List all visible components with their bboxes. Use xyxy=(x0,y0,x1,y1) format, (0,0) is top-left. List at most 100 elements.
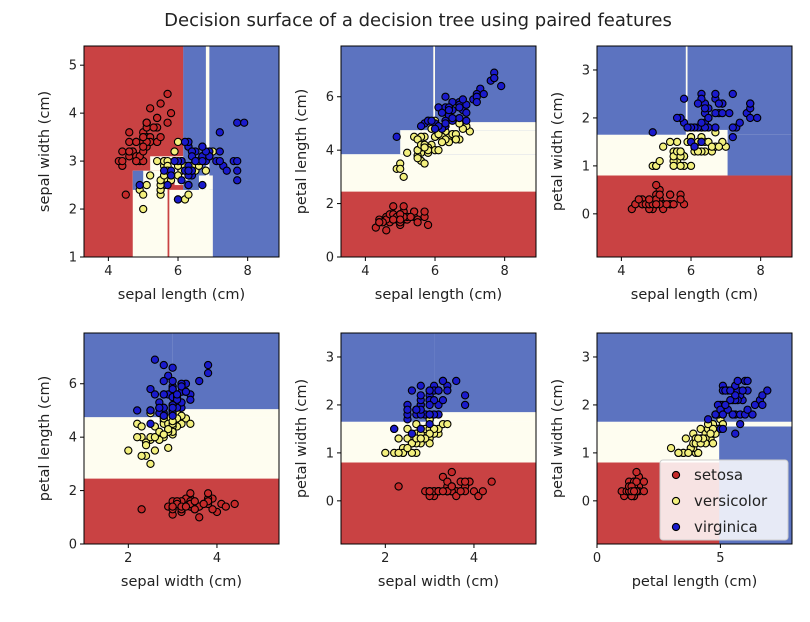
point-virginica xyxy=(146,384,155,394)
point-virginica xyxy=(462,116,471,125)
plot-area xyxy=(341,46,536,257)
point-virginica xyxy=(441,119,450,128)
point-virginica xyxy=(711,123,720,132)
point-versicolor xyxy=(381,448,390,458)
point-setosa xyxy=(137,505,146,514)
point-virginica xyxy=(714,99,724,108)
point-virginica xyxy=(146,406,155,415)
point-versicolor xyxy=(665,137,675,147)
point-virginica xyxy=(233,166,242,175)
point-setosa xyxy=(662,200,671,209)
point-versicolor xyxy=(152,156,162,166)
region-virginica xyxy=(727,134,792,176)
axes-frame xyxy=(340,45,537,258)
y-tick-label: 1 xyxy=(326,446,334,461)
point-virginica xyxy=(166,171,176,180)
point-virginica xyxy=(746,99,755,108)
x-tick-label: 2 xyxy=(124,551,132,566)
point-virginica xyxy=(146,419,155,428)
point-virginica xyxy=(159,166,169,175)
point-virginica xyxy=(198,156,207,166)
y-tick-label: 2 xyxy=(582,398,590,413)
point-setosa xyxy=(447,482,456,491)
point-virginica xyxy=(425,386,434,395)
region-versicolor xyxy=(341,154,536,192)
point-setosa xyxy=(195,513,204,522)
point-setosa xyxy=(655,190,664,199)
point-virginica xyxy=(184,166,193,175)
point-virginica xyxy=(750,400,760,410)
point-versicolor xyxy=(399,172,408,182)
point-versicolor xyxy=(396,164,405,174)
point-setosa xyxy=(634,195,643,204)
point-versicolor xyxy=(184,190,193,199)
axes-frame xyxy=(596,45,793,258)
region-versicolor xyxy=(433,46,436,123)
point-versicolor xyxy=(694,434,703,443)
point-versicolor xyxy=(706,429,715,438)
point-versicolor xyxy=(416,434,425,443)
point-versicolor xyxy=(141,441,151,450)
point-virginica xyxy=(425,410,434,419)
point-setosa xyxy=(190,497,199,506)
x-tick-label: 6 xyxy=(687,264,695,279)
point-virginica xyxy=(215,147,224,156)
point-virginica xyxy=(455,103,464,112)
point-virginica xyxy=(697,118,706,127)
point-virginica xyxy=(198,180,207,190)
point-setosa xyxy=(121,190,130,199)
point-setosa xyxy=(152,113,162,123)
point-virginica xyxy=(390,424,399,434)
point-versicolor xyxy=(186,419,195,428)
point-setosa xyxy=(199,499,208,509)
point-virginica xyxy=(407,429,417,438)
point-setosa xyxy=(652,180,661,190)
y-tick-label: 6 xyxy=(69,377,77,392)
point-versicolor xyxy=(164,425,173,434)
point-versicolor xyxy=(170,147,179,156)
point-virginica xyxy=(407,386,417,395)
point-virginica xyxy=(416,121,426,131)
point-versicolor xyxy=(137,422,146,431)
point-virginica xyxy=(746,113,755,123)
figure-title: Decision surface of a decision tree usin… xyxy=(164,10,672,31)
point-virginica xyxy=(683,123,692,132)
point-virginica xyxy=(690,142,699,151)
point-virginica xyxy=(455,113,464,123)
y-tick-label: 5 xyxy=(69,59,77,74)
x-tick-label: 4 xyxy=(104,264,112,279)
point-versicolor xyxy=(714,142,724,151)
point-virginica xyxy=(159,411,168,420)
point-virginica xyxy=(198,142,207,151)
point-virginica xyxy=(215,128,224,137)
point-virginica xyxy=(711,89,720,99)
x-tick-label: 4 xyxy=(213,551,221,566)
y-tick-label: 2 xyxy=(69,203,77,218)
point-versicolor xyxy=(451,135,461,144)
y-tick-label: 0 xyxy=(582,207,590,222)
point-virginica xyxy=(438,395,448,405)
point-versicolor xyxy=(707,142,717,151)
point-versicolor xyxy=(403,443,412,453)
point-virginica xyxy=(672,113,682,123)
point-versicolor xyxy=(674,448,683,458)
point-setosa xyxy=(168,502,177,511)
point-setosa xyxy=(632,467,641,477)
point-setosa xyxy=(132,137,141,147)
point-versicolor xyxy=(150,446,160,455)
point-virginica xyxy=(448,113,457,123)
plot-area xyxy=(84,46,279,257)
point-setosa xyxy=(156,99,165,108)
point-virginica xyxy=(693,99,703,108)
point-versicolor xyxy=(413,154,422,163)
y-tick-label: 4 xyxy=(69,107,77,122)
point-versicolor xyxy=(173,137,183,147)
x-axis-label: petal length (cm) xyxy=(632,574,758,590)
point-virginica xyxy=(195,376,204,386)
point-virginica xyxy=(736,419,745,429)
legend-marker-versicolor xyxy=(671,496,681,506)
point-setosa xyxy=(669,200,678,209)
y-tick-label: 3 xyxy=(582,63,590,78)
point-virginica xyxy=(412,405,421,414)
point-virginica xyxy=(173,195,183,204)
